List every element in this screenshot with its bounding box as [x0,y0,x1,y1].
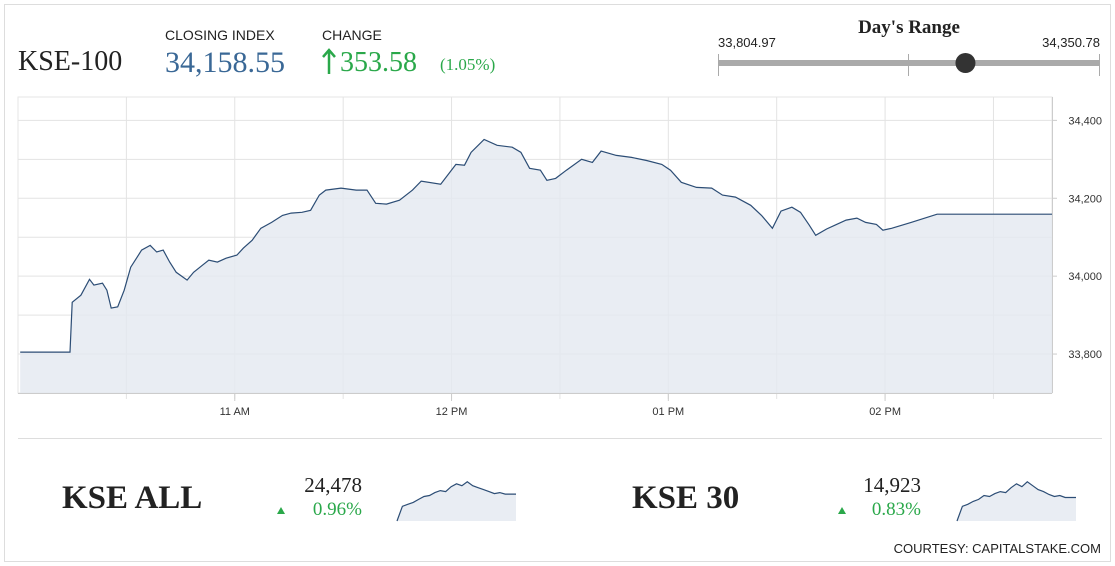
y-tick-label: 33,800 [1068,349,1102,361]
y-tick-label: 34,400 [1068,115,1102,127]
area [20,139,1052,393]
line [956,481,1076,522]
range-knob [955,53,976,73]
x-tick-label: 11 AM [220,406,250,418]
line [396,481,516,522]
up-triangle [277,507,285,514]
area [957,481,1076,521]
footer: COURTESY: CAPITALSTAKE.COM [894,541,1101,556]
x-tick-label: 12 PM [436,406,468,418]
line [20,138,1052,353]
change-value: 353.58 [340,47,417,78]
up-arrow [322,48,336,74]
range-high: 34,350.78 [1042,35,1100,50]
range-title: Day's Range [858,17,960,38]
x-tick-label: 01 PM [652,406,684,418]
range-low: 33,804.97 [718,35,776,50]
closing-label: CLOSING INDEX [165,27,275,43]
change-percent: (1.05%) [440,55,495,74]
y-tick-label: 34,200 [1068,193,1102,205]
kse-all-change: 0.96% [313,499,362,520]
change-label: CHANGE [322,27,382,43]
up-triangle [838,507,846,514]
x-tick-label: 02 PM [869,406,901,418]
index-name: KSE-100 [18,46,122,77]
kse-30-title: KSE 30 [632,480,739,516]
kse-30-value: 14,923 [863,473,921,497]
kse-all-title: KSE ALL [62,480,202,516]
kse-30-change: 0.83% [872,499,921,520]
kse-all-value: 24,478 [304,473,362,497]
area [397,481,516,521]
y-tick-label: 34,000 [1068,271,1102,283]
closing-value: 34,158.55 [165,46,285,79]
